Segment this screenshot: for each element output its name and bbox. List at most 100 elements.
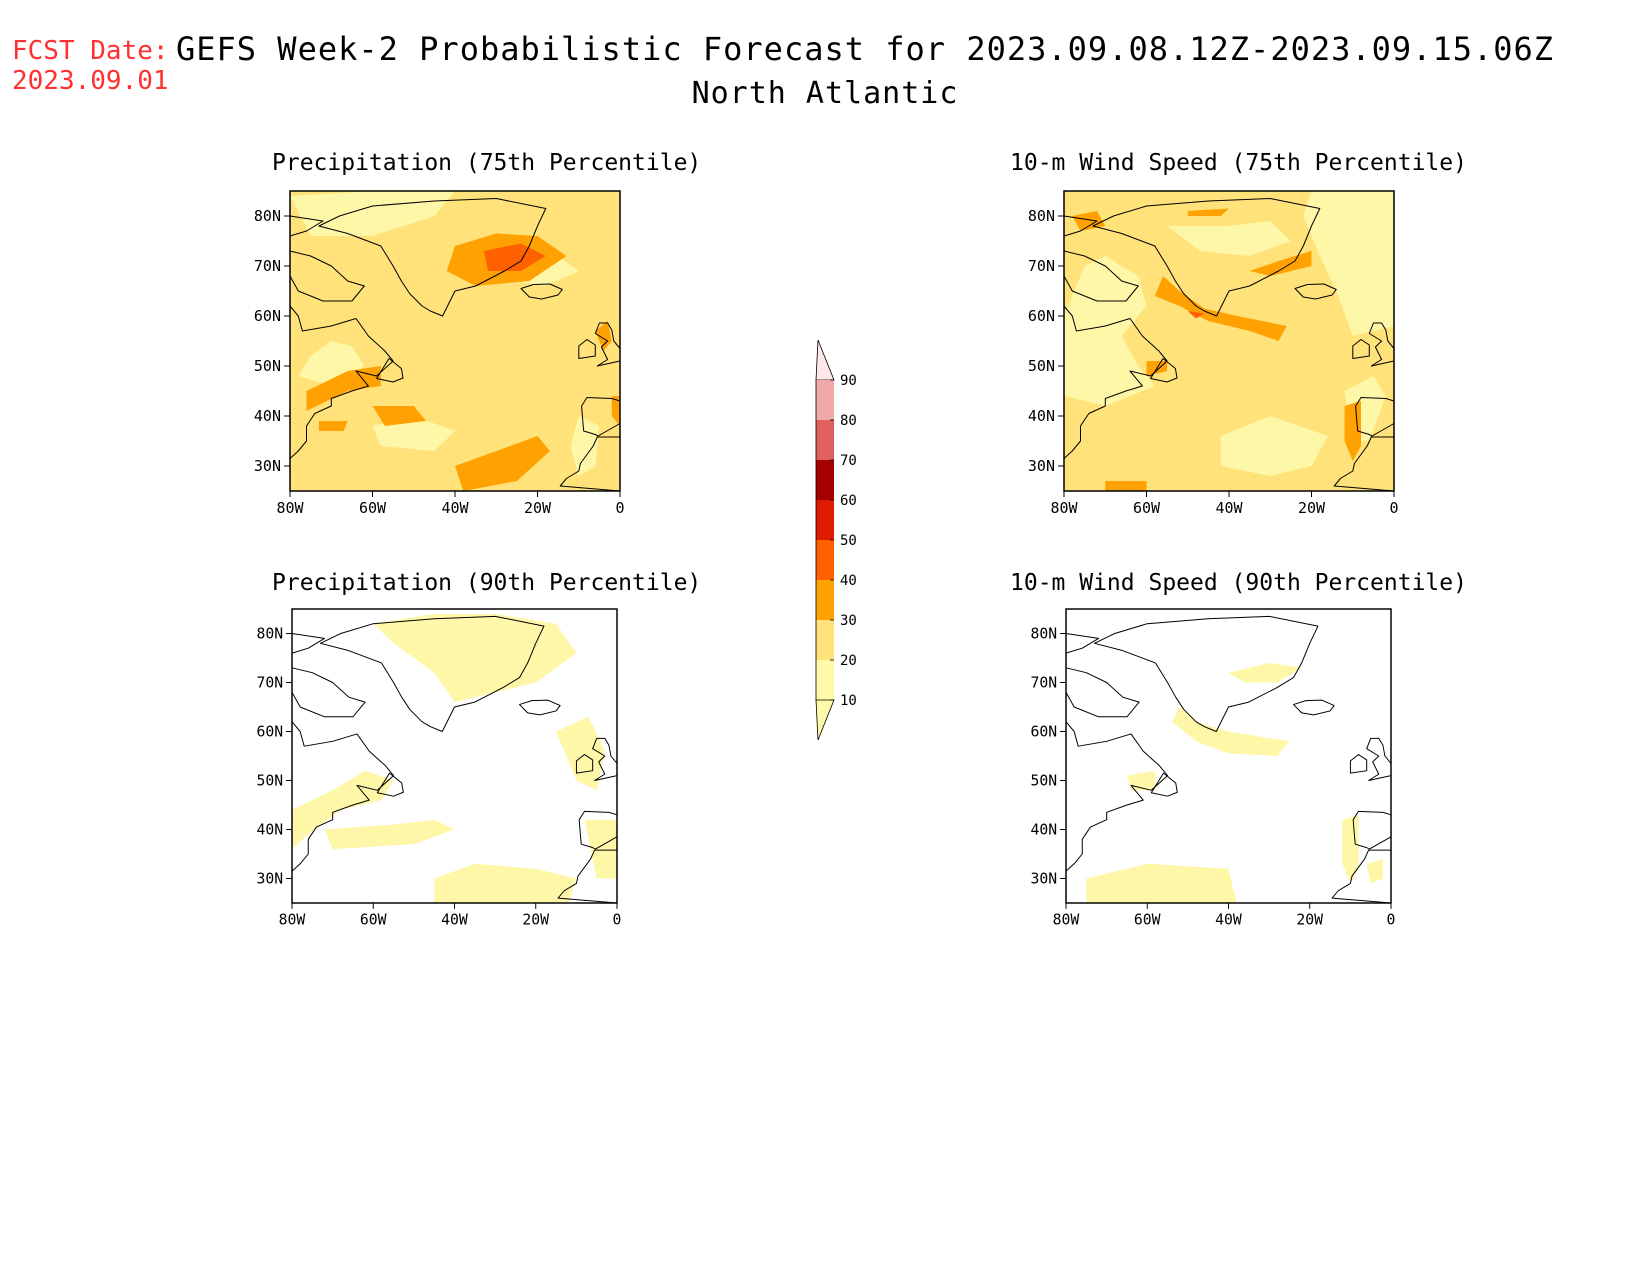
colorbar-label: 90	[840, 373, 857, 389]
colorbar-swatch	[816, 540, 834, 580]
wind90-lon-label: 40W	[1215, 912, 1242, 929]
wind90-lat-label: 60N	[1030, 723, 1057, 740]
wind75-contour-region	[1105, 481, 1147, 491]
precip75-lon-label: 0	[615, 499, 624, 517]
precip75-coastline	[520, 283, 563, 300]
precip75-coastline	[581, 397, 621, 437]
precip75-background	[290, 191, 620, 491]
colorbar-swatch	[816, 420, 834, 460]
precip90-coastline	[291, 667, 366, 718]
precip75-lat-label: 40N	[254, 407, 281, 425]
map-wind75: 80N 70N 60N 50N 40N 30N 80W 60W 40W 20W 0	[1028, 190, 1399, 517]
wind90-lon-label: 0	[1387, 912, 1396, 929]
precip90-lon-label: 0	[613, 912, 622, 929]
wind75-lat-label: 80N	[1028, 207, 1055, 225]
wind90-contour-region	[1366, 858, 1383, 884]
precip90-contour-region	[584, 819, 617, 879]
wind75-lat-label: 40N	[1028, 407, 1055, 425]
colorbar-swatch	[816, 380, 834, 420]
colorbar-bottom-tip	[815, 699, 835, 741]
wind75-coastline	[1150, 358, 1178, 383]
precip75-contour-region	[306, 366, 381, 411]
wind90-coastline	[1065, 667, 1140, 718]
precip75-lat-label: 70N	[254, 257, 281, 275]
wind75-contour-region	[1220, 416, 1328, 476]
precip75-lat-label: 50N	[254, 357, 281, 375]
precip75-contour-region	[570, 416, 600, 476]
map-precip75: 80N 70N 60N 50N 40N 30N 80W 60W 40W 20W 0	[254, 190, 625, 517]
wind75-lat-label: 70N	[1028, 257, 1055, 275]
wind90-lat-label: 70N	[1030, 674, 1057, 691]
precip75-coastline	[289, 250, 365, 302]
panel-title-wind90: 10-m Wind Speed (90th Percentile)	[1010, 570, 1467, 596]
colorbar-swatch	[816, 620, 834, 660]
wind75-lat-label: 50N	[1028, 357, 1055, 375]
colorbar: 10 20 30 40 50 60 70 80 90	[815, 339, 857, 741]
forecast-date: FCST Date: 2023.09.01	[12, 36, 169, 96]
forecast-date-label: FCST Date:	[12, 36, 169, 66]
wind90-lat-label: 30N	[1030, 870, 1057, 887]
wind75-lat-label: 60N	[1028, 307, 1055, 325]
wind75-coastline	[1092, 198, 1321, 317]
colorbar-label: 20	[840, 653, 857, 669]
wind90-coastline	[1352, 810, 1392, 850]
precip90-contour-region	[292, 770, 394, 850]
precip90-contour-region	[373, 613, 577, 703]
page-title: GEFS Week-2 Probabilistic Forecast for 2…	[175, 30, 1555, 68]
wind75-lon-label: 20W	[1298, 499, 1326, 517]
precip90-contour-region	[556, 716, 605, 791]
colorbar-swatch	[816, 460, 834, 500]
wind90-coastline	[1150, 772, 1178, 797]
precip90-coastline	[319, 615, 545, 732]
precip75-lon-label: 20W	[524, 499, 552, 517]
colorbar-label: 40	[840, 573, 857, 589]
wind75-contour-region	[1187, 311, 1205, 319]
wind90-coastline	[1293, 699, 1335, 716]
precip75-lat-label: 30N	[254, 457, 281, 475]
precip90-contour-region	[324, 819, 455, 850]
wind90-lon-label: 80W	[1053, 912, 1080, 929]
precip90-lat-label: 70N	[256, 674, 283, 691]
wind75-coastline	[1063, 305, 1168, 459]
precip75-lat-label: 80N	[254, 207, 281, 225]
wind90-contour-region	[1126, 770, 1156, 791]
precip90-coastline	[376, 772, 404, 797]
precip90-lon-label: 40W	[441, 912, 468, 929]
precip90-coastline	[578, 810, 618, 850]
precip90-coastline	[291, 721, 395, 872]
precip90-coastline	[575, 754, 594, 774]
wind75-coastline	[1063, 250, 1139, 302]
wind90-coastline	[1093, 615, 1319, 732]
precip75-contour-region	[455, 436, 550, 491]
wind90-contour-region	[1086, 863, 1237, 903]
colorbar-swatch	[816, 500, 834, 540]
panel-title-precip90: Precipitation (90th Percentile)	[272, 570, 702, 596]
colorbar-label: 30	[840, 613, 857, 629]
wind75-lat-label: 30N	[1028, 457, 1055, 475]
wind90-coastline	[1349, 754, 1368, 774]
precip75-contour-region	[611, 396, 620, 426]
precip75-coastline	[318, 198, 547, 317]
wind75-contour-region	[1154, 276, 1287, 341]
wind90-coastline	[1065, 721, 1169, 872]
precip75-coastline	[289, 305, 394, 459]
precip75-lat-label: 60N	[254, 307, 281, 325]
precip75-lon-label: 40W	[441, 499, 469, 517]
wind75-coastline	[1355, 397, 1395, 437]
precip75-lon-label: 60W	[359, 499, 387, 517]
precip90-lat-label: 30N	[256, 870, 283, 887]
precip75-contour-region	[595, 321, 612, 351]
wind75-lon-label: 0	[1389, 499, 1398, 517]
wind90-lon-label: 60W	[1134, 912, 1161, 929]
precip90-coastline	[519, 699, 561, 716]
map-wind90: 80N 70N 60N 50N 40N 30N 80W 60W 40W 20W 0	[1030, 608, 1395, 929]
colorbar-label: 80	[840, 413, 857, 429]
wind75-coastline	[1352, 339, 1370, 359]
wind75-lon-label: 80W	[1050, 499, 1078, 517]
wind75-contour-region	[1167, 221, 1291, 256]
wind90-lat-label: 40N	[1030, 821, 1057, 838]
wind75-contour-region	[1187, 208, 1229, 216]
wind75-coastline	[1294, 283, 1337, 300]
colorbar-label: 70	[840, 453, 857, 469]
panel-title-precip75: Precipitation (75th Percentile)	[272, 150, 702, 176]
